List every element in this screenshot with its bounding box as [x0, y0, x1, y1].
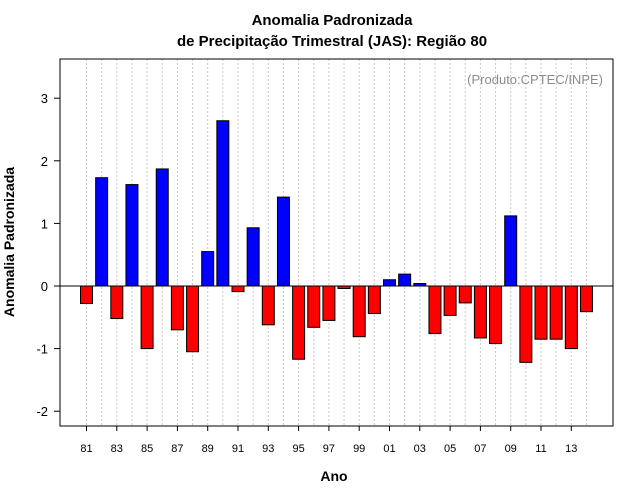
plot-frame [59, 58, 614, 427]
x-tick-label: 09 [505, 443, 517, 455]
bar-1990 [216, 120, 230, 287]
bar-2006 [458, 285, 472, 304]
bar-2000 [367, 285, 381, 315]
bar-1994 [276, 196, 290, 287]
x-tick-label: 05 [444, 443, 456, 455]
bar-2010 [519, 285, 533, 363]
bar-1999 [352, 285, 366, 338]
bar-2014 [579, 285, 593, 313]
y-axis: -2 -1 0 1 2 3 [36, 91, 60, 419]
x-tick-label: 91 [232, 443, 244, 455]
bar-1985 [140, 285, 154, 350]
bar-2009 [504, 215, 518, 287]
bar-1986 [155, 168, 169, 287]
x-tick-label: 95 [292, 443, 304, 455]
bar-2008 [489, 285, 503, 345]
bar-2013 [564, 285, 578, 350]
x-tick-label: 89 [202, 443, 214, 455]
vertical-grid [86, 59, 587, 426]
x-tick-label: 13 [565, 443, 577, 455]
bar-2004 [428, 285, 442, 335]
y-tick-label: -2 [36, 404, 48, 419]
chart-title-line-1: Anomalia Padronizada [252, 12, 414, 29]
x-tick-label: 99 [353, 443, 365, 455]
bar-1992 [246, 227, 260, 287]
bar-2011 [534, 285, 548, 340]
bar-1997 [322, 285, 336, 321]
x-axis: 81 83 85 87 89 91 93 95 97 99 01 03 05 07 09 11 13 [80, 426, 577, 455]
y-tick-label: 1 [41, 216, 48, 231]
x-tick-label: 85 [141, 443, 153, 455]
x-tick-label: 03 [414, 443, 426, 455]
bar-2012 [549, 285, 563, 340]
bar-1991 [231, 285, 245, 293]
bar-2005 [443, 285, 457, 316]
x-tick-label: 07 [474, 443, 486, 455]
bar-1981 [80, 285, 93, 305]
x-tick-label: 97 [323, 443, 335, 455]
bar-1983 [110, 285, 124, 320]
y-tick-label: 0 [41, 279, 48, 294]
bar-1995 [292, 285, 306, 360]
x-axis-title: Ano [320, 468, 347, 484]
bar-1996 [307, 285, 321, 328]
bar-1987 [170, 285, 184, 331]
bar-1982 [95, 177, 109, 287]
bar-1993 [261, 285, 275, 326]
x-tick-label: 11 [535, 443, 546, 455]
bar-2002 [398, 273, 412, 287]
bar-1988 [186, 285, 200, 353]
source-annotation: (Produto:CPTEC/INPE) [467, 72, 603, 87]
x-tick-label: 87 [171, 443, 183, 455]
x-tick-label: 93 [262, 443, 274, 455]
x-tick-label: 83 [111, 443, 123, 455]
bar-1989 [201, 251, 215, 287]
bar-1984 [125, 184, 139, 287]
y-tick-label: 3 [41, 91, 48, 106]
chart-title-line-2: de Precipitação Trimestral (JAS): Região… [177, 33, 487, 50]
bars [80, 120, 593, 363]
y-axis-title: Anomalia Padronizada [1, 167, 17, 317]
x-tick-label: 01 [383, 443, 395, 455]
bar-2007 [473, 285, 487, 339]
y-tick-label: 2 [41, 154, 48, 169]
x-tick-label: 81 [80, 443, 92, 455]
bar-2001 [383, 279, 396, 287]
y-tick-label: -1 [36, 342, 48, 357]
